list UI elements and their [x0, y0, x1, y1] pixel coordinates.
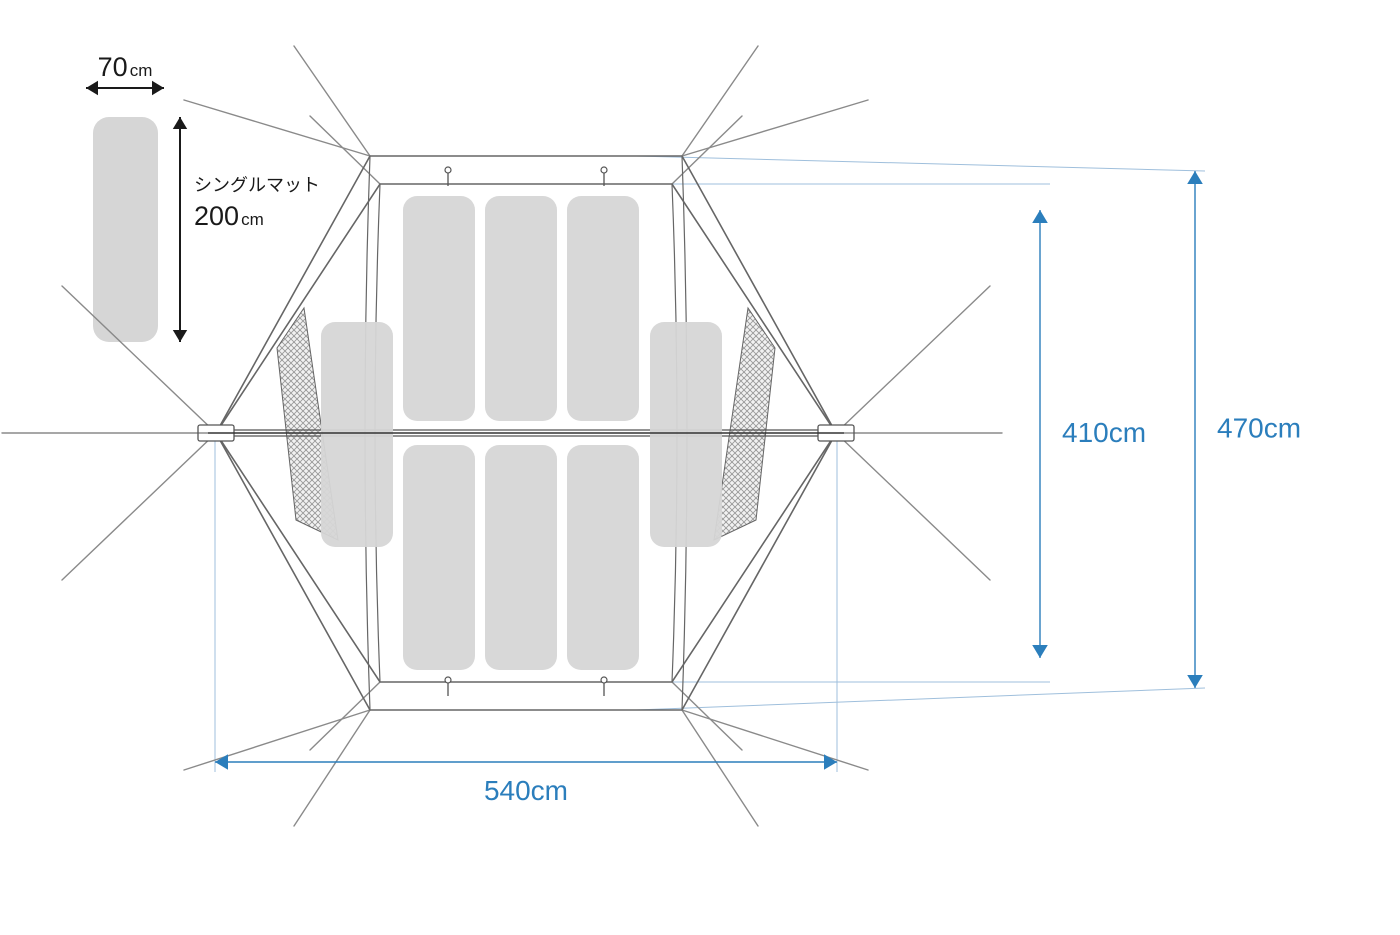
tent-floorplan-diagram: 70cm シングルマット 200cm 540cm 410cm 470cm: [2, 46, 1301, 826]
dim-height-470: 470cm: [1187, 171, 1301, 688]
stake-tab: [445, 677, 451, 683]
legend-height-label: 200cm: [194, 201, 264, 231]
stake-tab: [601, 167, 607, 173]
mat: [567, 196, 639, 421]
dim-height-470-label: 470cm: [1217, 413, 1301, 444]
legend-name-label: シングルマット: [194, 175, 320, 195]
stake-tab: [601, 677, 607, 683]
dim-width-540: 540cm: [215, 754, 837, 806]
mat: [485, 196, 557, 421]
stake-tab: [445, 167, 451, 173]
mat: [485, 445, 557, 670]
legend-width-dim: 70cm: [86, 52, 164, 95]
legend-single-mat: 70cm シングルマット 200cm: [86, 52, 320, 342]
dim-height-410: 410cm: [1032, 210, 1146, 658]
legend-width-label: 70cm: [98, 52, 153, 82]
mat: [650, 322, 722, 547]
legend-mat: [93, 117, 158, 342]
mat: [321, 322, 393, 547]
mat: [403, 445, 475, 670]
mat: [403, 196, 475, 421]
mat: [567, 445, 639, 670]
dim-height-410-label: 410cm: [1062, 417, 1146, 448]
dim-width-label: 540cm: [484, 775, 568, 806]
